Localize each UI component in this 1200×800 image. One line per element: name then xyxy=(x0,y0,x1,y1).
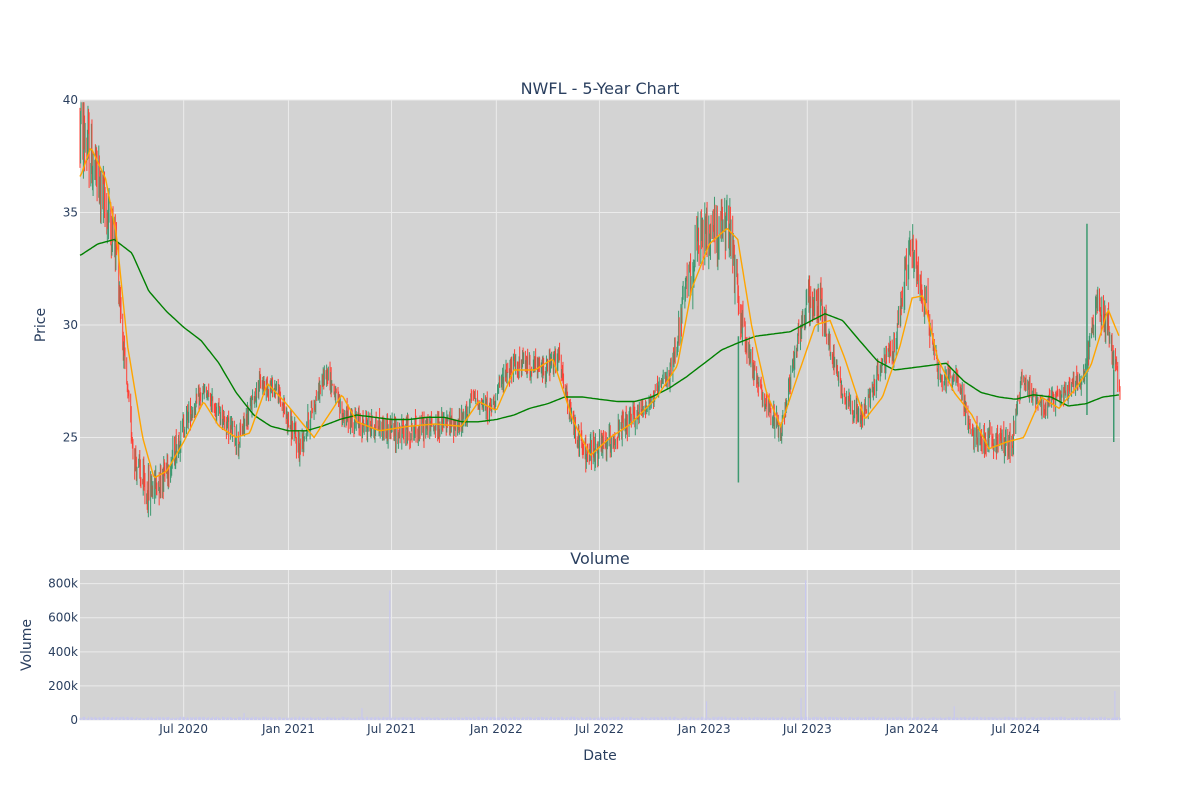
price-y-tick-label: 40 xyxy=(63,93,78,107)
price-moving-averages xyxy=(79,147,1120,479)
x-tick-label: Jan 2023 xyxy=(677,722,731,736)
price-y-axis-title: Price xyxy=(33,308,49,342)
volume-chart-title: Volume xyxy=(570,549,630,568)
x-tick-label: Jan 2024 xyxy=(885,722,939,736)
price-chart-title: NWFL - 5-Year Chart xyxy=(521,79,680,98)
price-y-tick-label: 25 xyxy=(63,431,78,445)
x-tick-label: Jul 2023 xyxy=(782,722,832,736)
ma-short-line xyxy=(79,147,1120,479)
volume-y-tick-label: 600k xyxy=(48,611,78,625)
x-tick-label: Jul 2020 xyxy=(158,722,208,736)
price-y-tick-label: 35 xyxy=(63,206,78,220)
x-tick-label: Jan 2021 xyxy=(261,722,315,736)
price-y-ticks: 25 30 35 40 xyxy=(63,93,78,445)
volume-y-ticks: 0 200k 400k 600k 800k xyxy=(48,577,78,727)
x-tick-label: Jul 2021 xyxy=(366,722,416,736)
x-tick-label: Jul 2024 xyxy=(990,722,1040,736)
ma-long-line xyxy=(79,238,1119,432)
volume-y-tick-label: 0 xyxy=(70,713,78,727)
volume-y-tick-label: 400k xyxy=(48,645,78,659)
price-grid xyxy=(80,99,1120,550)
volume-y-tick-label: 200k xyxy=(48,679,78,693)
volume-grid xyxy=(80,570,1120,721)
volume-plot-background xyxy=(80,570,1120,720)
price-y-tick-label: 30 xyxy=(63,318,78,332)
x-tick-label: Jan 2022 xyxy=(469,722,523,736)
volume-y-axis-title: Volume xyxy=(19,619,35,671)
x-tick-label: Jul 2022 xyxy=(574,722,624,736)
x-axis-title: Date xyxy=(583,748,616,764)
volume-y-tick-label: 800k xyxy=(48,577,78,591)
volume-bars xyxy=(79,580,1121,720)
x-axis-ticks: Jul 2020 Jan 2021 Jul 2021 Jan 2022 Jul 2022… xyxy=(158,722,1040,736)
